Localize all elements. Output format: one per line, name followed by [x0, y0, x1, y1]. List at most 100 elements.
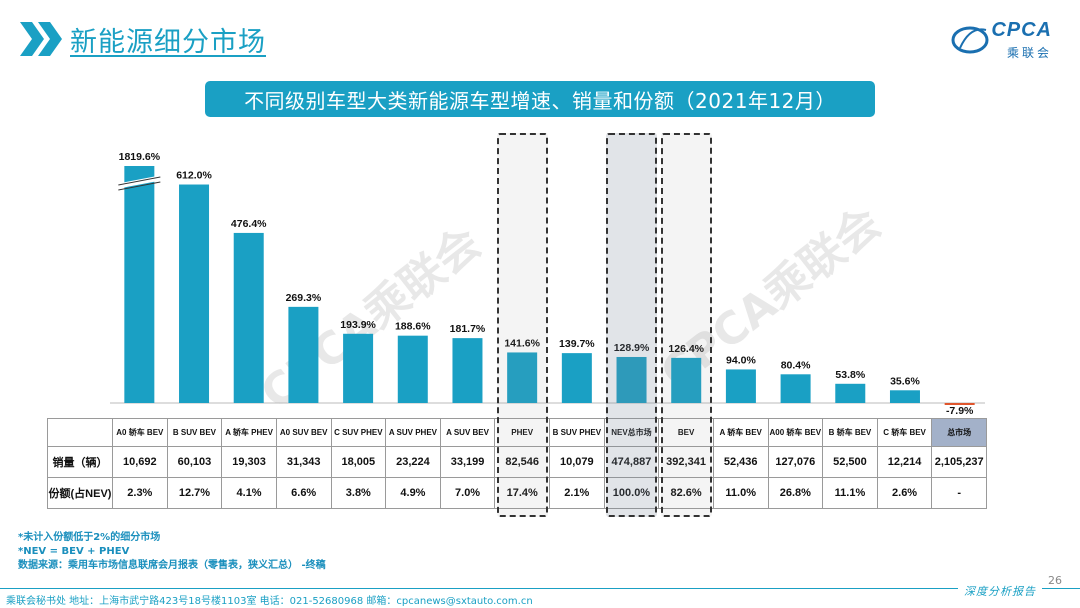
share-cell: 82.6%	[658, 477, 714, 509]
data-label: -7.9%	[946, 405, 974, 417]
labels-layer: 1819.6% 612.0% 476.4% 269.3% 193.9% 188.6% 181…	[119, 151, 974, 417]
sales-cell: 127,076	[767, 446, 824, 478]
bar	[780, 374, 811, 403]
category-cell: A00 轿车 BEV	[767, 418, 824, 447]
share-row-label: 份额(占NEV)	[47, 477, 113, 509]
sales-cell: 82,546	[494, 446, 550, 478]
bar	[288, 306, 319, 403]
category-cell: B SUV BEV	[166, 418, 223, 447]
sales-cell: 60,103	[166, 446, 223, 478]
category-cell: B 轿车 BEV	[822, 418, 878, 447]
bar	[671, 357, 702, 403]
category-cell: A SUV BEV	[439, 418, 496, 447]
share-cell: 3.8%	[330, 477, 387, 509]
category-cell: PHEV	[494, 418, 550, 447]
bar	[233, 232, 264, 403]
sales-cell: 23,224	[385, 446, 441, 478]
data-label: 141.6%	[504, 337, 540, 349]
sales-cell: 2,105,237	[931, 446, 987, 478]
share-cell: 2.6%	[876, 477, 933, 509]
category-cell: BEV	[658, 418, 714, 447]
sales-cell: 18,005	[330, 446, 387, 478]
page-number: 26	[1048, 574, 1062, 587]
bars-layer	[110, 166, 985, 405]
highlight-box	[496, 133, 548, 517]
bar	[889, 390, 920, 403]
data-label: 181.7%	[450, 323, 486, 335]
bar	[452, 338, 483, 403]
data-label: 94.0%	[726, 354, 756, 366]
data-label: 35.6%	[890, 375, 920, 387]
category-row: A0 轿车 BEV B SUV BEV A 轿车 PHEV A0 SUV BEV C S…	[47, 418, 987, 447]
share-cell: 17.4%	[494, 477, 550, 509]
category-cell: B SUV PHEV	[549, 418, 605, 447]
data-label: 612.0%	[176, 170, 212, 182]
corner-cell	[47, 418, 113, 447]
bar	[835, 383, 866, 403]
footnote-2: *NEV = BEV + PHEV	[18, 546, 130, 557]
highlight-box	[606, 133, 657, 517]
sales-cell: 10,692	[112, 446, 168, 478]
axis-break-mark	[117, 175, 161, 189]
footnotes: *未计入份额低于2%的细分市场 *NEV = BEV + PHEV 数据来源：乘…	[18, 531, 326, 573]
share-cell: 11.1%	[822, 477, 878, 509]
share-cell: 4.1%	[221, 477, 277, 509]
share-cell: 26.8%	[767, 477, 824, 509]
footer-divider	[0, 588, 1080, 589]
bar	[124, 166, 155, 403]
bar	[179, 184, 210, 403]
highlight-box	[660, 133, 712, 517]
sales-row: 销量（辆） 10,692 60,103 19,303 31,343 18,005 23,22…	[47, 446, 987, 478]
axis-break-line	[118, 176, 161, 186]
data-label: 139.7%	[559, 338, 595, 350]
bar	[561, 353, 592, 403]
category-cell: A0 SUV BEV	[275, 418, 332, 447]
axis-break-line	[118, 181, 161, 191]
share-cell: -	[931, 477, 987, 509]
category-cell: 总市场	[931, 418, 987, 447]
sales-row-label: 销量（辆）	[47, 446, 113, 478]
data-label: 476.4%	[231, 218, 267, 230]
category-cell: C SUV PHEV	[330, 418, 387, 447]
data-label: 53.8%	[835, 369, 865, 381]
data-label: 269.3%	[286, 292, 322, 304]
share-cell: 6.6%	[275, 477, 332, 509]
share-cell: 12.7%	[166, 477, 223, 509]
data-label: 1819.6%	[119, 151, 161, 163]
bar	[944, 403, 975, 405]
sales-cell: 31,343	[275, 446, 332, 478]
category-cell: A 轿车 PHEV	[221, 418, 277, 447]
footer-contact-info: 乘联会秘书处 地址：上海市武宁路423号18号楼1103室 电话：021-526…	[6, 596, 533, 607]
data-label: 80.4%	[781, 359, 811, 371]
data-label: 193.9%	[340, 319, 376, 331]
share-cell: 7.0%	[439, 477, 496, 509]
brand-name: CPCA	[991, 19, 1052, 41]
sales-cell: 12,214	[876, 446, 933, 478]
sales-share-table: A0 轿车 BEV B SUV BEV A 轿车 PHEV A0 SUV BEV C S…	[47, 418, 987, 509]
data-label: 126.4%	[668, 343, 704, 355]
category-cell: A SUV PHEV	[385, 418, 441, 447]
sales-cell: 33,199	[439, 446, 496, 478]
footnote-source: 数据来源：乘用车市场信息联席会月报表（零售表，狭义汇总） -终稿	[18, 560, 326, 571]
category-cell: C 轿车 BEV	[876, 418, 933, 447]
bar	[397, 335, 428, 403]
category-cell: A 轿车 BEV	[712, 418, 769, 447]
cpca-logo-icon	[951, 26, 989, 54]
share-cell: 2.1%	[549, 477, 605, 509]
sales-cell: 474,887	[603, 446, 660, 478]
chart-title-banner: 不同级别车型大类新能源车型增速、销量和份额（2021年12月）	[205, 81, 875, 117]
bar	[343, 333, 374, 403]
sales-cell: 10,079	[549, 446, 605, 478]
footer-report-tag: 深度分析报告	[958, 583, 1042, 599]
data-label: 188.6%	[395, 321, 431, 333]
share-cell: 2.3%	[112, 477, 168, 509]
chevron-logo-icon	[20, 22, 62, 56]
bar	[507, 352, 538, 403]
share-cell: 4.9%	[385, 477, 441, 509]
share-cell: 100.0%	[603, 477, 660, 509]
category-cell: A0 轿车 BEV	[112, 418, 168, 447]
data-label: 128.9%	[614, 342, 650, 354]
bar	[725, 369, 756, 403]
share-cell: 11.0%	[712, 477, 769, 509]
